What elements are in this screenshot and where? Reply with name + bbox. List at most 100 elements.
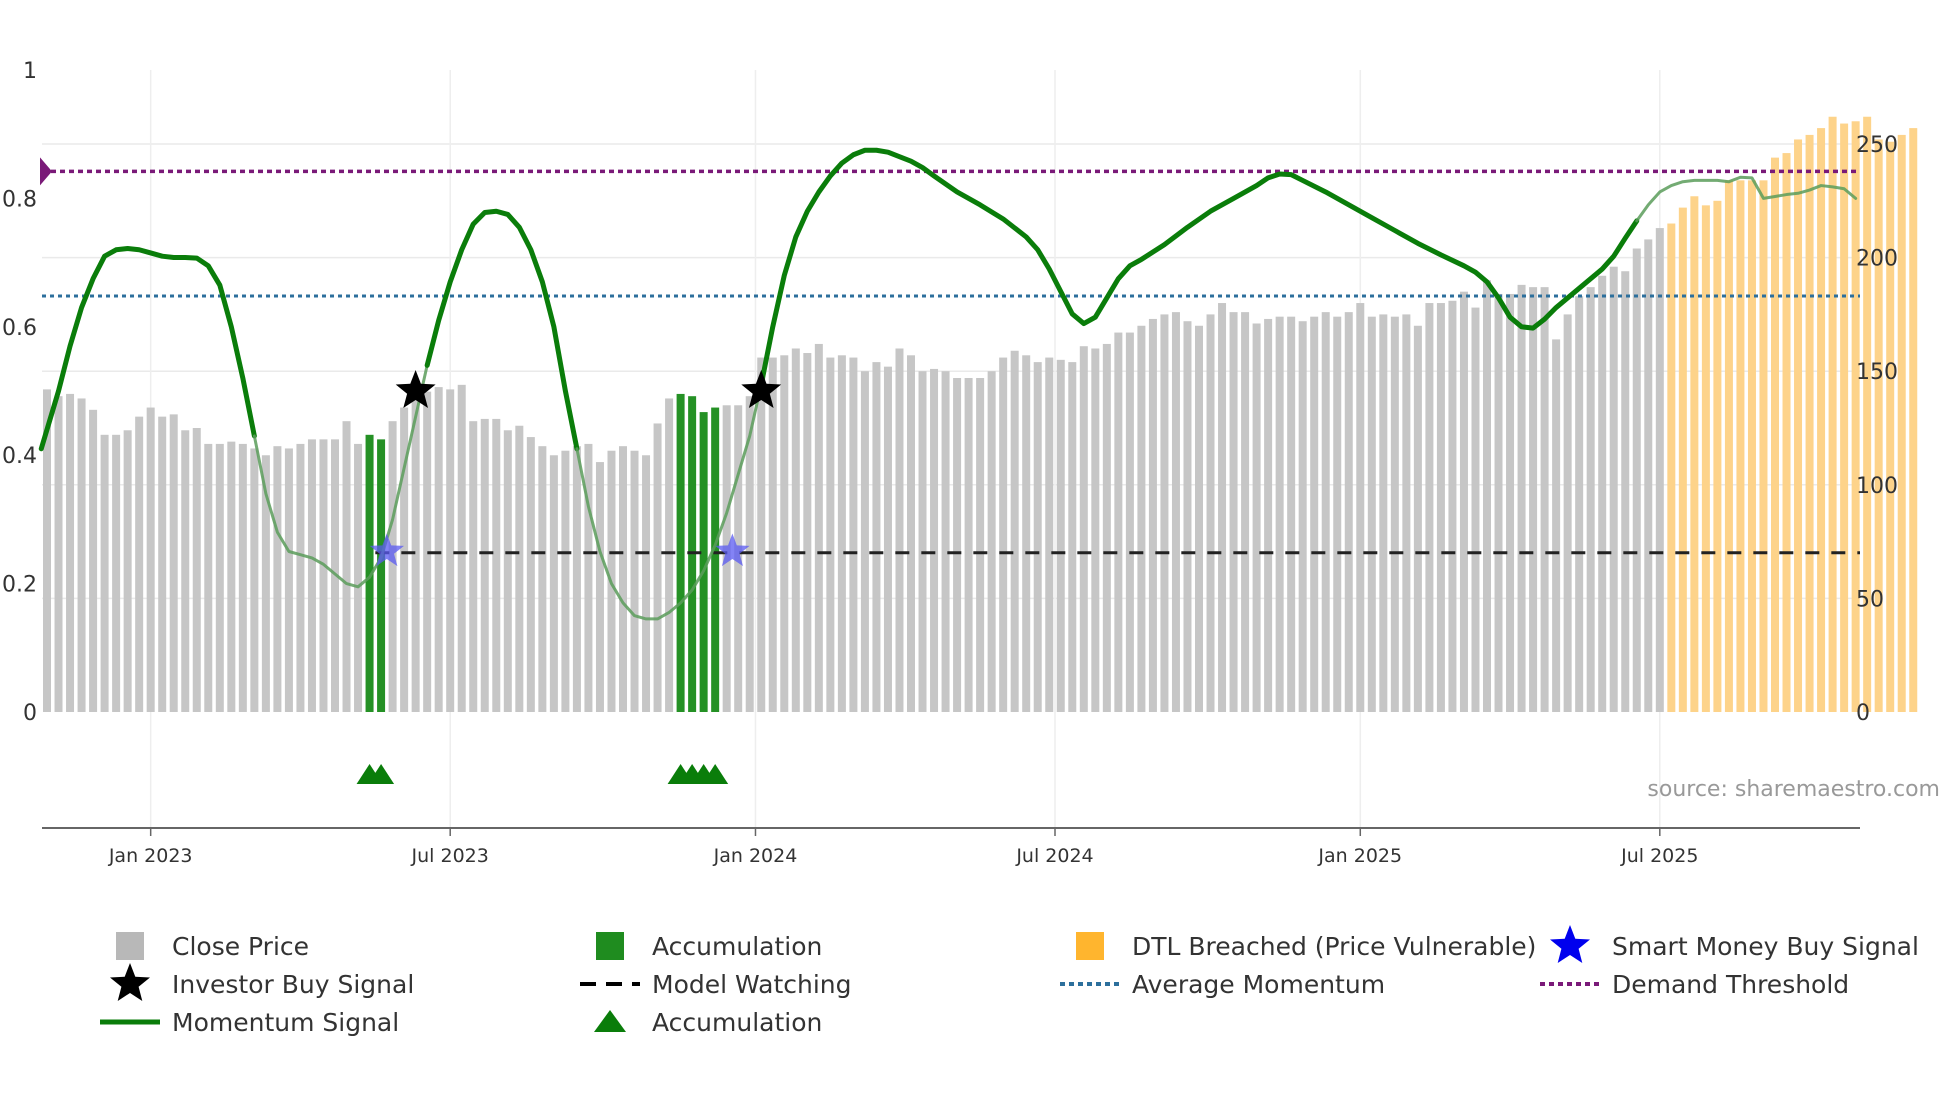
legend-label: Model Watching — [652, 970, 852, 999]
close-price-bar — [538, 446, 547, 712]
close-price-bar — [1506, 293, 1515, 712]
accumulation-bar — [365, 434, 374, 712]
close-price-bar — [1483, 280, 1491, 712]
close-price-bar — [411, 398, 420, 712]
signal-markers — [356, 370, 782, 784]
close-price-bars — [43, 116, 1918, 713]
close-price-bar — [526, 437, 535, 712]
close-price-bar — [503, 430, 512, 712]
legend-item: Model Watching — [580, 970, 852, 999]
x-tick-label: Jul 2025 — [1620, 845, 1698, 867]
legend: Close Price Accumulation DTL Breached (Pri… — [100, 925, 1919, 1037]
close-price-bar — [1183, 321, 1192, 712]
close-price-bar — [457, 384, 466, 712]
close-price-bar — [1056, 359, 1065, 712]
close-price-bar — [883, 366, 892, 712]
close-price-bar — [1540, 287, 1549, 712]
close-price-bar — [1068, 362, 1077, 712]
close-price-bar — [1448, 300, 1457, 712]
close-price-bar — [204, 443, 213, 712]
legend-label: Accumulation — [652, 932, 822, 961]
close-price-bar — [123, 430, 132, 712]
close-price-bar — [158, 416, 167, 712]
close-price-bar — [1436, 303, 1445, 712]
close-price-bar — [1655, 228, 1664, 712]
dtl-breached-bar — [1713, 200, 1722, 713]
close-price-bar — [584, 443, 593, 712]
right-axis-tick-label: 100 — [1856, 474, 1898, 499]
dtl-breached-bar — [1736, 180, 1745, 713]
close-price-bar — [987, 371, 996, 712]
momentum-line — [38, 245, 257, 452]
left-axis-tick-label: 0.6 — [2, 316, 37, 341]
dtl-breached-bar — [1874, 139, 1883, 712]
close-price-bar — [1494, 293, 1503, 712]
legend-item: Demand Threshold — [1540, 970, 1849, 999]
dtl-breached-bar — [1690, 196, 1699, 713]
close-price-bar — [434, 387, 443, 712]
dtl-breached-bar — [1805, 134, 1814, 713]
dtl-breached-bar — [1724, 180, 1733, 713]
close-price-bar — [642, 455, 651, 712]
close-price-bar — [1425, 303, 1434, 712]
right-axis-tick-label: 50 — [1856, 587, 1884, 612]
close-price-bar — [1252, 323, 1261, 712]
close-price-bar — [653, 423, 662, 712]
close-price-bar — [1171, 312, 1180, 712]
smart-money-buy-signal-star — [715, 533, 750, 567]
close-price-bar — [1022, 355, 1031, 712]
x-tick-label: Jul 2023 — [411, 845, 489, 867]
accumulation-bar — [699, 412, 708, 712]
close-price-bar — [1137, 325, 1146, 712]
dtl-breached-bar — [1863, 116, 1872, 712]
close-price-bar — [930, 368, 939, 712]
close-price-bar — [480, 418, 489, 712]
accumulation-triangle — [368, 764, 395, 784]
dtl-breached-bar — [1678, 207, 1687, 712]
dtl-breached-bar — [1840, 123, 1849, 712]
legend-swatch — [116, 932, 144, 960]
close-price-bar — [146, 407, 155, 712]
demand-threshold-marker — [40, 157, 52, 186]
dtl-breached-bar — [1667, 223, 1676, 712]
close-price-bar — [1125, 332, 1134, 712]
close-price-bar — [1079, 346, 1088, 712]
close-price-bar — [1241, 312, 1250, 712]
legend-label: Average Momentum — [1132, 970, 1385, 999]
close-price-bar — [112, 434, 121, 712]
close-price-bar — [791, 348, 800, 712]
legend-label: Investor Buy Signal — [172, 970, 414, 999]
close-price-bar — [1367, 316, 1376, 712]
close-price-bar — [1218, 303, 1227, 712]
right-axis-tick-label: 250 — [1856, 133, 1898, 158]
close-price-bar — [66, 393, 75, 712]
close-price-bar — [296, 443, 305, 712]
close-price-bar — [354, 443, 363, 712]
legend-item: Close Price — [116, 932, 309, 961]
momentum-line — [758, 147, 1640, 388]
close-price-bar — [1148, 318, 1157, 712]
close-price-bar — [976, 378, 985, 712]
close-price-bar — [1033, 362, 1042, 712]
close-price-bar — [284, 448, 293, 712]
close-price-bar — [665, 398, 674, 712]
close-price-bar — [619, 446, 627, 712]
close-price-bar — [1644, 239, 1653, 712]
momentum-line — [424, 208, 580, 452]
close-price-bar — [768, 357, 777, 712]
close-price-bar — [400, 407, 409, 712]
legend-swatch — [1076, 932, 1104, 960]
legend-label: Accumulation — [652, 1008, 822, 1037]
close-price-bar — [135, 416, 144, 712]
close-price-bar — [1275, 316, 1284, 712]
close-price-bar — [100, 434, 109, 712]
left-axis-tick-label: 0.2 — [2, 573, 37, 598]
legend-label: Momentum Signal — [172, 1008, 399, 1037]
close-price-bar — [953, 378, 962, 712]
close-price-bar — [630, 450, 639, 712]
close-price-bar — [1287, 316, 1296, 712]
right-axis-tick-label: 200 — [1856, 247, 1898, 272]
accumulation-triangle — [702, 764, 729, 784]
right-axis-tick-label: 150 — [1856, 360, 1898, 385]
dtl-breached-bar — [1897, 134, 1906, 713]
